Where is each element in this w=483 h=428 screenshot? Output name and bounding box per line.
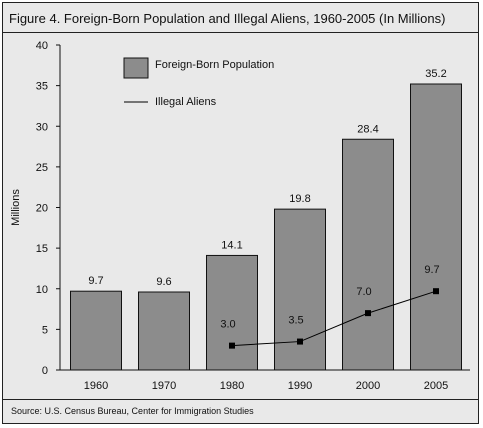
y-tick-label: 5 bbox=[42, 324, 48, 336]
y-axis-title: Millions bbox=[10, 189, 22, 226]
legend: Foreign-Born Population Illegal Aliens bbox=[123, 57, 274, 108]
illegal-aliens-point bbox=[365, 310, 371, 317]
title-divider bbox=[3, 32, 478, 33]
figure-source: Source: U.S. Census Bureau, Center for I… bbox=[11, 406, 254, 416]
illegal-aliens-label: 9.7 bbox=[424, 264, 439, 276]
bar-foreign-born bbox=[342, 138, 394, 371]
illegal-line: 3.0 3.5 7.0 9.7 bbox=[220, 264, 440, 349]
bar-value-label: 9.6 bbox=[156, 276, 171, 288]
legend-label-foreign-born: Foreign-Born Population bbox=[155, 59, 274, 71]
illegal-aliens-label: 7.0 bbox=[356, 286, 371, 298]
y-tick-label: 15 bbox=[36, 243, 48, 255]
x-tick-label: 1980 bbox=[220, 380, 244, 392]
illegal-aliens-point bbox=[433, 288, 439, 295]
y-axis: 0 5 10 15 20 25 30 35 40 Millions bbox=[10, 40, 61, 377]
y-tick-label: 25 bbox=[36, 162, 48, 174]
bar-foreign-born bbox=[138, 291, 190, 371]
bar-foreign-born bbox=[410, 83, 462, 371]
y-tick-label: 35 bbox=[36, 81, 48, 93]
bar-foreign-born bbox=[274, 208, 326, 371]
bar-value-label: 9.7 bbox=[88, 275, 103, 287]
x-tick-label: 2000 bbox=[356, 380, 380, 392]
illegal-aliens-point bbox=[229, 342, 235, 349]
y-tick-label: 30 bbox=[36, 121, 48, 133]
bar-value-label: 14.1 bbox=[221, 239, 242, 251]
x-tick-label: 1990 bbox=[288, 380, 312, 392]
illegal-aliens-point bbox=[297, 338, 303, 345]
y-tick-label: 0 bbox=[42, 365, 48, 377]
bar-value-label: 28.4 bbox=[357, 123, 378, 135]
x-tick-label: 2005 bbox=[424, 380, 448, 392]
illegal-aliens-line bbox=[231, 290, 437, 347]
bar-value-label: 19.8 bbox=[289, 193, 310, 205]
y-tick-label: 10 bbox=[36, 284, 48, 296]
bar-foreign-born bbox=[206, 254, 258, 371]
bars: 9.7 9.6 14.1 19.8 28.4 35.2 bbox=[70, 68, 462, 371]
y-tick-label: 20 bbox=[36, 203, 48, 215]
x-axis: 1960 1970 1980 1990 2000 2005 bbox=[60, 369, 470, 392]
x-tick-label: 1970 bbox=[152, 380, 176, 392]
x-tick-label: 1960 bbox=[84, 380, 108, 392]
bar-foreign-born bbox=[70, 290, 122, 371]
y-tick-label: 40 bbox=[36, 40, 48, 52]
legend-swatch-foreign-born bbox=[123, 57, 149, 79]
bar-value-label: 35.2 bbox=[425, 68, 446, 80]
figure-title: Figure 4. Foreign-Born Population and Il… bbox=[9, 11, 446, 26]
source-divider bbox=[3, 399, 478, 400]
legend-label-illegal-aliens: Illegal Aliens bbox=[155, 96, 217, 108]
illegal-aliens-label: 3.0 bbox=[220, 319, 235, 331]
illegal-aliens-label: 3.5 bbox=[288, 315, 303, 327]
